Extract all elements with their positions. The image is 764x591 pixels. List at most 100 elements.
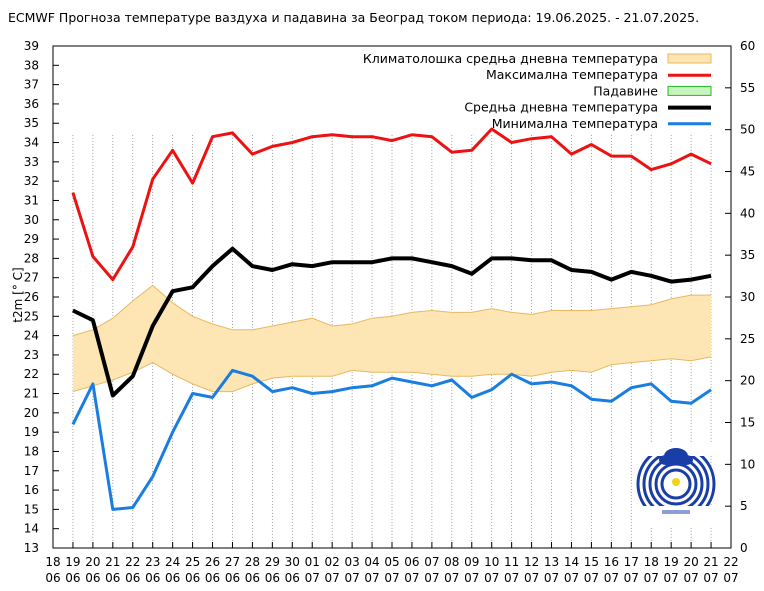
y-tick-label: 14 (24, 522, 39, 536)
y-tick-label: 39 (24, 39, 39, 53)
x-tick-month-label: 07 (564, 571, 579, 585)
x-tick-month-label: 06 (225, 571, 240, 585)
x-tick-month-label: 07 (644, 571, 659, 585)
x-tick-month-label: 07 (683, 571, 698, 585)
y-tick-label: 29 (24, 232, 39, 246)
x-tick-month-label: 06 (65, 571, 80, 585)
y-tick-label: 31 (24, 193, 39, 207)
climatology-lower-edge (72, 356, 712, 393)
legend-mean: Средња дневна температура (464, 100, 711, 115)
legend: Климатолошка средња дневна температураМа… (363, 51, 712, 131)
y-tick-label: 15 (24, 502, 39, 516)
y2-tick-label: 45 (740, 165, 755, 179)
climatology-band-area (72, 285, 712, 392)
y-axis-label: t2m [° C] (11, 267, 25, 322)
x-tick-month-label: 07 (464, 571, 479, 585)
x-tick-day-label: 20 (85, 555, 100, 569)
x-tick-day-label: 18 (45, 555, 60, 569)
x-tick-day-label: 19 (664, 555, 679, 569)
x-tick-month-label: 06 (125, 571, 140, 585)
y2-tick-label: 0 (740, 541, 748, 555)
x-tick-month-label: 06 (265, 571, 280, 585)
mean-temperature-line (72, 246, 712, 398)
x-tick-month-label: 07 (305, 571, 320, 585)
legend-label: Падавине (593, 83, 658, 98)
y2-tick-label: 5 (740, 499, 748, 513)
x-tick-month-label: 06 (85, 571, 100, 585)
x-tick-month-label: 06 (45, 571, 60, 585)
x-tick-day-label: 06 (404, 555, 419, 569)
y-tick-label: 26 (24, 290, 39, 304)
x-tick-month-label: 07 (364, 571, 379, 585)
y2-tick-label: 40 (740, 206, 755, 220)
y-tick-label: 30 (24, 213, 39, 227)
x-tick-month-label: 07 (384, 571, 399, 585)
x-tick-day-label: 11 (504, 555, 519, 569)
x-tick-day-label: 27 (225, 555, 240, 569)
y-tick-label: 35 (24, 116, 39, 130)
x-tick-day-label: 07 (424, 555, 439, 569)
y-tick-label: 18 (24, 444, 39, 458)
x-tick-month-label: 06 (185, 571, 200, 585)
legend-label: Максимална температура (486, 67, 658, 82)
x-tick-month-label: 07 (484, 571, 499, 585)
x-tick-month-label: 06 (205, 571, 220, 585)
x-tick-month-label: 07 (404, 571, 419, 585)
y-tick-label: 27 (24, 271, 39, 285)
x-tick-day-label: 30 (285, 555, 300, 569)
x-tick-month-label: 07 (524, 571, 539, 585)
y-tick-label: 24 (24, 329, 39, 343)
x-tick-day-label: 18 (644, 555, 659, 569)
chart-title: ECMWF Прогноза температуре ваздуха и пад… (8, 10, 699, 25)
legend-swatch (667, 85, 712, 96)
x-tick-day-label: 03 (344, 555, 359, 569)
x-tick-month-label: 07 (624, 571, 639, 585)
x-tick-month-label: 07 (325, 571, 340, 585)
y2-tick-label: 25 (740, 332, 755, 346)
max-temperature-line (71, 127, 712, 282)
x-tick-day-label: 23 (145, 555, 160, 569)
climatology-band (72, 284, 712, 393)
x-tick-month-label: 07 (604, 571, 619, 585)
x-tick-day-label: 04 (364, 555, 379, 569)
climatology-upper-edge (72, 284, 712, 337)
x-tick-day-label: 25 (185, 555, 200, 569)
y-tick-label: 19 (24, 425, 39, 439)
y-tick-label: 33 (24, 155, 39, 169)
x-tick-month-label: 07 (664, 571, 679, 585)
legend-label: Средња дневна температура (464, 100, 658, 115)
y-tick-label: 16 (24, 483, 39, 497)
x-tick-day-label: 20 (683, 555, 698, 569)
x-tick-month-label: 07 (723, 571, 738, 585)
y2-tick-label: 60 (740, 39, 755, 53)
x-tick-day-label: 09 (464, 555, 479, 569)
x-tick-day-label: 17 (624, 555, 639, 569)
legend-min: Минимална температура (492, 116, 711, 131)
y2-tick-label: 15 (740, 416, 755, 430)
x-tick-month-label: 07 (703, 571, 718, 585)
y-tick-label: 13 (24, 541, 39, 555)
x-tick-month-label: 07 (544, 571, 559, 585)
x-tick-day-label: 19 (65, 555, 80, 569)
y-tick-label: 38 (24, 58, 39, 72)
y-tick-label: 36 (24, 97, 39, 111)
x-tick-month-label: 07 (584, 571, 599, 585)
x-tick-month-label: 06 (285, 571, 300, 585)
x-tick-day-label: 22 (125, 555, 140, 569)
x-tick-month-label: 06 (105, 571, 120, 585)
x-tick-day-label: 02 (325, 555, 340, 569)
min-temperature-line (71, 368, 712, 511)
x-tick-month-label: 06 (245, 571, 260, 585)
x-tick-day-label: 24 (165, 555, 180, 569)
y-tick-label: 32 (24, 174, 39, 188)
series-lines (71, 127, 712, 511)
x-tick-day-label: 10 (484, 555, 499, 569)
x-tick-month-label: 06 (145, 571, 160, 585)
legend-label: Минимална температура (492, 116, 658, 131)
legend-max: Максимална температура (486, 67, 711, 82)
y-tick-label: 23 (24, 348, 39, 362)
y-tick-label: 21 (24, 387, 39, 401)
x-tick-month-label: 07 (444, 571, 459, 585)
rhmz-logo (636, 442, 716, 526)
